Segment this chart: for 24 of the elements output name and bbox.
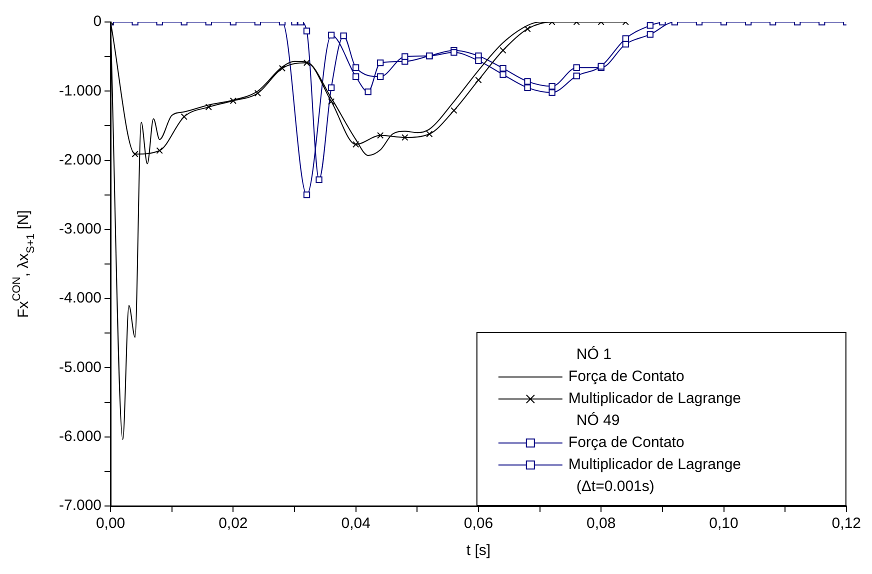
- y-axis-title: FxCON, λxS+1 [N]: [11, 210, 38, 318]
- x-axis-title: t [s]: [466, 542, 491, 560]
- annotation: (Δt=0.001s): [576, 478, 654, 496]
- y-tick-label: -1.000: [58, 82, 102, 100]
- y-tick-label: -4.000: [58, 290, 102, 307]
- legend-title: NÓ 1: [576, 345, 612, 364]
- y-tick-label: -5.000: [58, 358, 102, 376]
- x-tick-label: 0,10: [709, 515, 738, 532]
- x-tick-label: 0,02: [218, 515, 248, 532]
- legend-label: Força de Contato: [568, 434, 684, 452]
- legend-label: Força de Contato: [568, 368, 684, 386]
- x-tick-label: 0,06: [464, 515, 494, 532]
- x-tick-label: 0,08: [586, 515, 616, 532]
- x-tick-label: 0,12: [832, 515, 862, 532]
- y-tick-label: 0: [93, 13, 102, 30]
- y-tick-label: -3.000: [58, 220, 102, 238]
- y-tick-label: -6.000: [58, 428, 102, 445]
- annotation: NÓ 49: [576, 411, 620, 430]
- y-tick-label: -7.000: [58, 497, 102, 514]
- x-tick-label: 0,04: [341, 515, 370, 532]
- legend-label: Multiplicador de Lagrange: [568, 456, 742, 474]
- legend-label: Multiplicador de Lagrange: [568, 390, 742, 408]
- y-tick-label: -2.000: [58, 151, 102, 168]
- x-tick-label: 0,00: [96, 515, 126, 532]
